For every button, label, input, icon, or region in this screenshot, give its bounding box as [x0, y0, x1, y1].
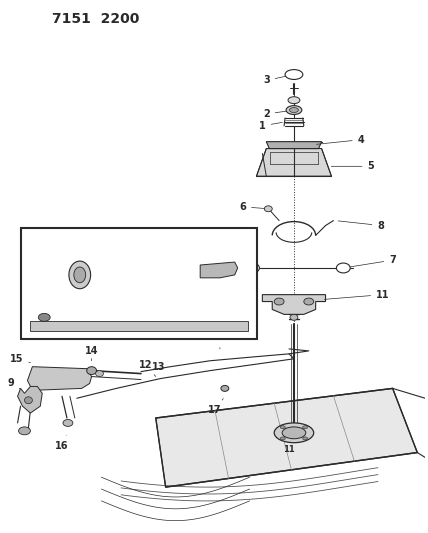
Polygon shape: [262, 295, 326, 314]
Text: 10: 10: [90, 329, 103, 338]
Text: 1: 1: [259, 121, 282, 131]
Polygon shape: [18, 386, 42, 413]
Ellipse shape: [246, 263, 259, 273]
Text: 7: 7: [346, 255, 396, 268]
Ellipse shape: [274, 423, 314, 443]
Ellipse shape: [282, 427, 306, 439]
Ellipse shape: [221, 385, 229, 391]
Ellipse shape: [95, 370, 104, 376]
Ellipse shape: [285, 70, 303, 79]
Ellipse shape: [265, 206, 272, 212]
Text: 4: 4: [316, 135, 364, 144]
Text: 16: 16: [55, 435, 69, 450]
Text: 7151  2200: 7151 2200: [52, 12, 140, 26]
Ellipse shape: [303, 426, 308, 429]
Ellipse shape: [304, 298, 314, 305]
Text: 12: 12: [213, 332, 227, 349]
Ellipse shape: [39, 313, 50, 321]
Text: 12: 12: [139, 360, 156, 376]
Polygon shape: [156, 389, 417, 487]
Ellipse shape: [286, 106, 302, 115]
Polygon shape: [27, 367, 92, 390]
Polygon shape: [30, 321, 247, 331]
Polygon shape: [266, 142, 321, 149]
Text: 5: 5: [331, 161, 374, 171]
Text: 9: 9: [202, 236, 213, 256]
Text: 11: 11: [324, 289, 389, 300]
Ellipse shape: [274, 298, 284, 305]
Text: 14: 14: [85, 346, 98, 361]
Text: 3: 3: [263, 75, 291, 85]
Polygon shape: [256, 149, 331, 176]
Ellipse shape: [24, 397, 33, 403]
Text: 17: 17: [208, 399, 223, 415]
Ellipse shape: [63, 419, 73, 426]
Ellipse shape: [289, 108, 298, 112]
Text: 11: 11: [283, 445, 295, 454]
Text: 9: 9: [7, 378, 20, 389]
Ellipse shape: [290, 314, 298, 320]
Ellipse shape: [69, 261, 91, 289]
Ellipse shape: [74, 267, 86, 283]
Text: 7: 7: [204, 257, 250, 268]
Text: 13: 13: [146, 362, 166, 372]
Ellipse shape: [336, 263, 350, 273]
Text: 6: 6: [239, 202, 265, 212]
Bar: [21, 229, 257, 339]
Ellipse shape: [280, 437, 285, 440]
Text: 15: 15: [10, 354, 30, 364]
Ellipse shape: [18, 427, 30, 435]
Ellipse shape: [288, 96, 300, 103]
Text: 2: 2: [263, 109, 291, 119]
Polygon shape: [200, 262, 238, 278]
Text: 8: 8: [338, 221, 384, 231]
Ellipse shape: [87, 367, 97, 375]
Ellipse shape: [280, 426, 285, 429]
Ellipse shape: [303, 437, 308, 440]
